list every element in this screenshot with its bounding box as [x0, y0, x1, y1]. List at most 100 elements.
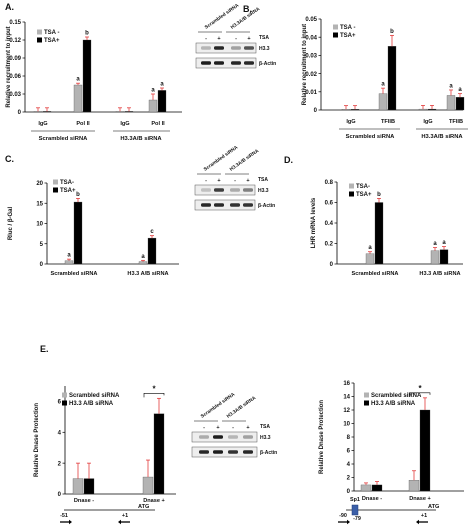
legend-swatch	[37, 29, 42, 35]
blot-band	[244, 61, 254, 65]
significance-bracket	[143, 393, 165, 398]
blot-row-label: β-Actin	[260, 450, 277, 456]
bar-d-s0-c1	[430, 250, 440, 265]
x-category-label: Pol II	[76, 121, 90, 127]
y-tick-label: 0	[347, 489, 351, 495]
x-category-label: Dnase +	[143, 498, 165, 504]
blot-sign: -	[234, 178, 236, 184]
significance-letter: b	[390, 29, 394, 35]
panel-label-d: D.	[284, 155, 293, 165]
y-tick-label: 0	[18, 110, 22, 116]
legend-swatch	[62, 392, 67, 398]
bar-b-s0-c2	[418, 108, 428, 111]
blot-band	[243, 188, 253, 192]
y-axis-title: Relative recruitment to input	[302, 24, 308, 105]
x-category-label: IgG	[120, 121, 129, 127]
blot-strip	[195, 57, 257, 69]
atg-label: ATG	[428, 504, 439, 510]
sp1-label: Sp1	[350, 497, 360, 503]
blot-row-label: β-Actin	[259, 61, 276, 67]
y-tick-label: 0.2	[325, 242, 334, 248]
legend-label: Scrambled siRNA	[371, 393, 422, 399]
y-tick-label: 0.15	[9, 20, 21, 26]
x-category-label: Dnase +	[409, 496, 431, 502]
blot-sign: -	[232, 425, 234, 431]
panel-label-e: E.	[40, 344, 49, 354]
x-category-label: H3.3 A/B siRNA	[127, 271, 168, 277]
bar-e2-s0-c1	[408, 480, 420, 492]
blot-band	[214, 46, 224, 50]
bar-e1-s1-c1	[153, 413, 165, 495]
blot-strip	[191, 431, 258, 443]
bar-c-s1-c1	[147, 237, 157, 265]
bar-a-s1-c2	[124, 111, 134, 113]
x-category-label: IgG	[346, 119, 355, 125]
legend-swatch	[53, 179, 58, 185]
position-label: -51	[60, 513, 68, 519]
blot-sign: +	[246, 178, 249, 184]
blot-band	[201, 203, 211, 207]
y-tick-label: 10	[343, 422, 350, 428]
position-label: -90	[339, 513, 347, 519]
blot-strip	[191, 446, 258, 458]
bar-a-s0-c0	[33, 111, 43, 113]
primer-arrow-head	[347, 519, 350, 525]
blot-strip	[195, 42, 257, 54]
significance-letter: a	[141, 254, 145, 260]
legend-label: TSA-	[356, 184, 370, 190]
blot-sign: -	[203, 425, 205, 431]
bar-e2-s1-c1	[419, 409, 431, 492]
blot-band	[213, 450, 223, 454]
y-tick-label: 5	[40, 242, 44, 248]
significance-letter: a	[160, 82, 164, 88]
y-tick-label: 2	[58, 461, 62, 467]
blot-strip	[194, 199, 256, 211]
panel-label-b: B.	[243, 4, 252, 14]
blot-row-label: H3.3	[259, 46, 270, 52]
significance-letter: a	[433, 241, 437, 247]
position-label: +1	[421, 513, 427, 519]
sp1-box	[351, 504, 359, 516]
y-tick-label: 0.12	[9, 38, 21, 44]
blot-band	[199, 450, 209, 454]
significance-letter: a	[458, 87, 462, 93]
legend-label: TSA+	[340, 33, 356, 39]
legend-label: TSA -	[340, 25, 355, 31]
significance-star: *	[418, 384, 422, 393]
bar-b-s0-c3	[446, 95, 456, 111]
bar-e1-s0-c1	[142, 476, 154, 495]
blot-band	[228, 435, 238, 439]
y-tick-label: 20	[36, 181, 43, 187]
bar-a-s0-c1	[73, 84, 83, 113]
bar-a-s1-c3	[157, 90, 167, 113]
chart-e2: 0 2 4 6 8 10 12 14 16 Relative Dnase Protection Dn…	[319, 381, 464, 502]
primer-arrow-head	[69, 519, 72, 525]
blot-band	[230, 188, 240, 192]
y-tick-label: 0	[58, 492, 62, 498]
bar-e2-s0-c0	[360, 484, 372, 492]
y-tick-label: 0.03	[305, 54, 317, 60]
blot-band	[214, 188, 224, 192]
chart-e1: 0 2 4 6 Relative Dnase Protection Dnase - Dnas…	[34, 384, 176, 504]
y-tick-label: 4	[347, 462, 351, 468]
significance-letter: b	[377, 192, 381, 198]
bar-e2-s1-c0	[371, 484, 383, 492]
significance-letter: a	[76, 77, 80, 83]
position-label: +1	[122, 513, 128, 519]
significance-letter: a	[67, 253, 71, 259]
y-tick-label: 0	[330, 262, 334, 268]
blot-sign: +	[217, 36, 220, 42]
chart-c: 0 5 10 15 20 Rluc / β-Gal a a b c Scrambled siRNA H…	[8, 179, 179, 277]
x-group-label: H3.3A/B siRNA	[421, 134, 463, 140]
y-axis-title: LHR mRNA levels	[311, 197, 317, 248]
bar-b-s1-c0	[350, 109, 360, 111]
y-tick-label: 8	[347, 435, 351, 441]
y-tick-label: 0.05	[305, 17, 317, 23]
blot-sign: -	[205, 36, 207, 42]
y-tick-label: 0.4	[325, 221, 334, 227]
legend-label: Scrambled siRNA	[69, 393, 120, 399]
